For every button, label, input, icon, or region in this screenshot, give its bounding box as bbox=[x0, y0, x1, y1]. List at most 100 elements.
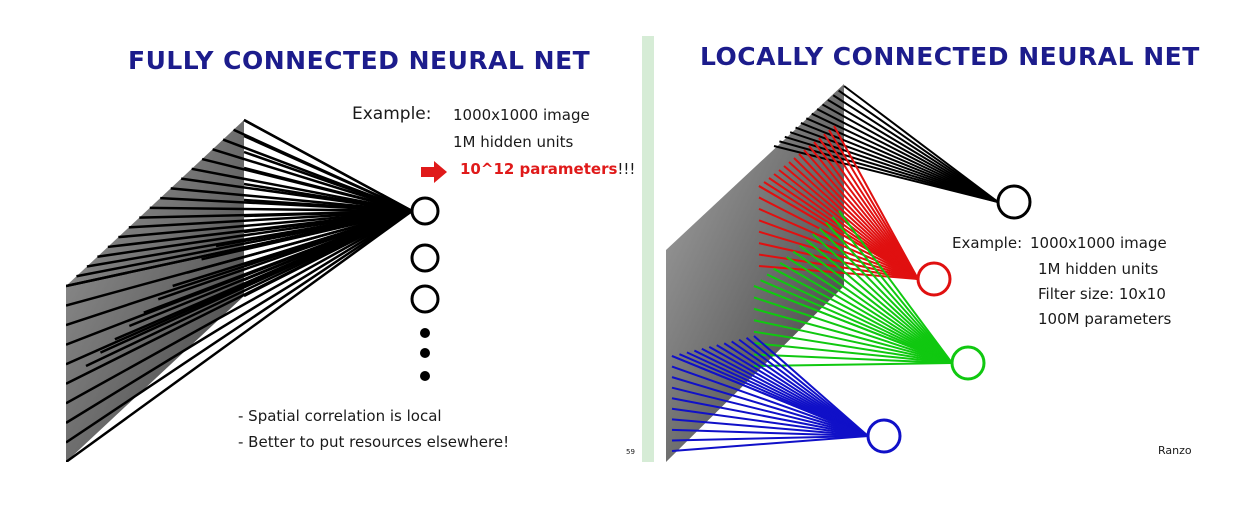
page-number: 59 bbox=[626, 448, 635, 456]
local-connection-line bbox=[671, 397, 869, 437]
hidden-unit-green bbox=[950, 345, 986, 381]
hidden-unit-2 bbox=[410, 243, 440, 273]
local-connection-line bbox=[827, 98, 999, 203]
hidden-unit-1 bbox=[410, 196, 440, 226]
slide-divider bbox=[642, 36, 654, 462]
connection-line bbox=[243, 166, 413, 213]
connection-line bbox=[243, 134, 413, 213]
local-connection-line bbox=[671, 435, 869, 452]
local-connection-line bbox=[832, 94, 999, 203]
local-connection-line bbox=[758, 196, 919, 280]
local-connection-line bbox=[823, 133, 919, 280]
local-connection-line bbox=[821, 103, 999, 203]
connection-line bbox=[201, 209, 413, 261]
connection-line bbox=[186, 209, 413, 274]
local-connection-lines bbox=[671, 85, 999, 452]
connection-line bbox=[243, 182, 413, 213]
local-connection-line bbox=[773, 267, 953, 364]
local-connection-line bbox=[671, 376, 869, 437]
local-connection-line bbox=[812, 233, 953, 364]
connection-line bbox=[243, 150, 413, 213]
local-connection-line bbox=[838, 89, 999, 203]
hidden-unit-3 bbox=[410, 284, 440, 314]
example-hidden-units: 1M hidden units bbox=[1038, 260, 1159, 278]
local-connection-line bbox=[798, 153, 919, 280]
locally-connected-diagram bbox=[666, 84, 1032, 462]
local-connection-line bbox=[671, 386, 869, 437]
connection-line bbox=[243, 209, 413, 218]
example-label: Example: bbox=[352, 104, 432, 124]
connection-line bbox=[66, 209, 413, 405]
connection-line bbox=[66, 209, 413, 462]
connection-line bbox=[128, 209, 413, 229]
local-connection-line bbox=[808, 145, 919, 280]
local-connection-line bbox=[799, 244, 953, 364]
local-connection-line bbox=[811, 112, 999, 203]
local-connection-line bbox=[671, 407, 869, 437]
connection-line bbox=[215, 209, 413, 248]
connection-line bbox=[66, 209, 413, 424]
local-connection-line bbox=[758, 230, 919, 280]
local-connection-line bbox=[738, 338, 869, 437]
connection-line bbox=[143, 209, 413, 314]
ellipsis-dot-1 bbox=[420, 328, 430, 338]
ellipsis-dot-2 bbox=[420, 348, 430, 358]
local-connection-line bbox=[671, 365, 869, 437]
local-connection-line bbox=[753, 362, 953, 367]
local-connection-line bbox=[803, 149, 919, 280]
local-connection-line bbox=[753, 296, 953, 364]
local-connection-line bbox=[792, 250, 953, 364]
credit-text: Ranzo bbox=[1158, 444, 1192, 457]
local-connection-line bbox=[786, 256, 953, 364]
bullet-spatial-correlation: - Spatial correlation is local bbox=[238, 407, 442, 425]
local-connection-line bbox=[758, 207, 919, 280]
bullet-resources: - Better to put resources elsewhere! bbox=[238, 433, 510, 451]
local-connection-line bbox=[753, 330, 953, 364]
local-connection-line bbox=[766, 273, 953, 364]
slide-fully-connected: FULLY CONNECTED NEURAL NET Example: 1000… bbox=[66, 36, 642, 462]
local-connection-line bbox=[753, 307, 953, 364]
parameter-count-exclaim: !!! bbox=[617, 160, 636, 178]
connection-line bbox=[118, 209, 413, 239]
parameter-count: 10^12 parameters!!! bbox=[460, 160, 635, 178]
example-parameters: 100M parameters bbox=[1038, 310, 1172, 328]
local-connection-line bbox=[671, 428, 869, 437]
local-connection-line bbox=[758, 242, 919, 280]
local-connection-line bbox=[838, 210, 953, 364]
local-connection-line bbox=[753, 335, 869, 437]
local-connection-line bbox=[793, 157, 919, 280]
local-connection-line bbox=[758, 219, 919, 280]
hidden-unit-black bbox=[996, 184, 1032, 220]
arrow-right-icon bbox=[421, 161, 447, 183]
example-image-size: 1000x1000 image bbox=[1030, 234, 1167, 252]
parameter-count-value: 10^12 parameters bbox=[460, 160, 618, 178]
local-connection-line bbox=[753, 353, 953, 364]
local-connection-line bbox=[831, 216, 953, 364]
local-connection-line bbox=[745, 337, 869, 437]
local-connection-line bbox=[789, 131, 999, 203]
local-connection-line bbox=[671, 355, 869, 437]
example-hidden-units: 1M hidden units bbox=[453, 133, 574, 151]
local-connection-line bbox=[818, 137, 919, 280]
example-filter-size: Filter size: 10x10 bbox=[1038, 285, 1166, 303]
local-connection-line bbox=[753, 342, 953, 364]
connection-line bbox=[243, 118, 413, 213]
local-connection-line bbox=[760, 279, 953, 364]
local-connection-line bbox=[758, 185, 919, 280]
local-connection-line bbox=[753, 285, 953, 364]
example-label: Example: bbox=[952, 234, 1023, 252]
connection-line bbox=[157, 209, 413, 301]
local-connection-line bbox=[773, 173, 919, 280]
local-connection-line bbox=[671, 435, 869, 442]
slide-locally-connected: LOCALLY CONNECTED NEURAL NET Example: 10… bbox=[654, 36, 1202, 462]
connection-line bbox=[212, 148, 413, 213]
local-connection-line bbox=[788, 161, 919, 280]
local-connection-line bbox=[843, 85, 999, 203]
local-connection-line bbox=[825, 221, 953, 364]
hidden-unit-red bbox=[916, 261, 952, 297]
ellipsis-dot-3 bbox=[420, 371, 430, 381]
local-connection-line bbox=[753, 319, 953, 364]
slide-title: LOCALLY CONNECTED NEURAL NET bbox=[700, 42, 1200, 71]
hidden-unit-blue bbox=[866, 418, 902, 454]
local-connection-line bbox=[813, 141, 919, 280]
